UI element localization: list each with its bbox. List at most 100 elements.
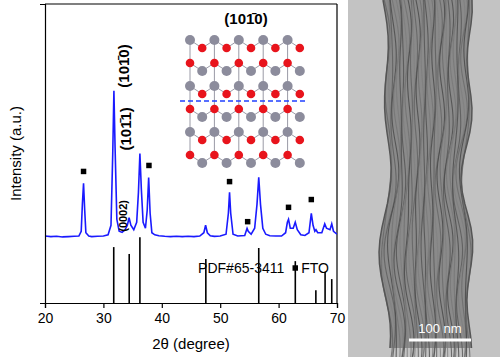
oxygen-atom [247, 44, 256, 53]
zinc-atom [270, 158, 280, 168]
oxygen-atom [296, 136, 305, 145]
zinc-atom [295, 112, 305, 122]
zinc-atom [270, 112, 280, 122]
annotations: (101̄0)(0002)(101̄1) [115, 44, 134, 231]
x-tick-label: 60 [271, 310, 287, 326]
oxygen-atom [283, 59, 292, 68]
x-axis: 20 30 40 50 60 70 [38, 303, 346, 326]
figure-svg: 2030405060702θ (degree)Intensity (a.u.)(… [0, 0, 500, 357]
zinc-atom [209, 35, 219, 45]
x-tick: 20 [38, 303, 54, 326]
oxygen-atom [210, 105, 219, 114]
reference-stick [139, 237, 141, 303]
zinc-atom [197, 66, 207, 76]
x-tick-mark [103, 303, 104, 308]
oxygen-atom [222, 90, 231, 99]
oxygen-atom [222, 44, 231, 53]
legend: PDF#65-3411 FTO [198, 260, 329, 276]
oxygen-atom [235, 59, 244, 68]
tem-background [348, 0, 500, 357]
peak-label: (101̄1) [117, 107, 134, 150]
zinc-atom [295, 158, 305, 168]
x-tick-label: 30 [96, 310, 112, 326]
zinc-atom [209, 127, 219, 137]
zinc-atom [283, 127, 293, 137]
reference-stick [113, 247, 115, 303]
x-tick: 40 [155, 303, 171, 326]
zinc-atom [258, 81, 268, 91]
peak-label: (101̄0) [115, 44, 132, 87]
plane-line [180, 100, 305, 102]
x-axis-line [46, 304, 338, 309]
legend-item: PDF#65-3411 [198, 260, 284, 276]
legend-label: FTO [301, 260, 329, 276]
legend-marker [293, 265, 298, 270]
oxygen-atom [283, 105, 292, 114]
fto-marker [286, 205, 291, 210]
zinc-atom [283, 35, 293, 45]
x-tick-label: 40 [155, 310, 171, 326]
tem-image: 100 nm [348, 0, 500, 357]
fto-marker [309, 197, 314, 202]
oxygen-atom [259, 59, 268, 68]
zinc-atom [246, 158, 256, 168]
zinc-atom [258, 127, 268, 137]
zinc-atom [222, 112, 232, 122]
zinc-atom [234, 35, 244, 45]
zinc-atom [209, 81, 219, 91]
tube-edge [379, 0, 391, 348]
fto-marker [81, 169, 86, 174]
x-tick-label: 20 [38, 310, 54, 326]
oxygen-atom [198, 44, 207, 53]
tube-edge [461, 0, 473, 348]
zinc-atom [246, 66, 256, 76]
x-tick: 60 [271, 303, 287, 326]
x-tick-mark [162, 303, 163, 308]
oxygen-atom [271, 44, 280, 53]
tube-streak [406, 0, 415, 357]
tube-streak [394, 0, 405, 357]
x-tick-mark [337, 303, 338, 308]
oxygen-atom [198, 90, 207, 99]
y-axis-title: Intensity (a.u.) [7, 106, 24, 201]
oxygen-atom [247, 90, 256, 99]
y-axis-line [40, 5, 46, 304]
legend-item: FTO [293, 260, 330, 276]
oxygen-atom [235, 151, 244, 160]
x-tick-label: 50 [213, 310, 229, 326]
oxygen-atom [259, 151, 268, 160]
zinc-atom [185, 127, 195, 137]
fto-marker [227, 179, 232, 184]
zinc-atom [197, 112, 207, 122]
oxygen-atom [235, 105, 244, 114]
x-tick: 50 [213, 303, 229, 326]
crystal-inset: (101̄0) [180, 10, 305, 168]
zinc-atom [295, 66, 305, 76]
tube-streak [396, 0, 405, 357]
zinc-atom [246, 112, 256, 122]
legend-label: PDF#65-3411 [198, 260, 284, 276]
reference-stick [324, 272, 326, 303]
oxygen-atom [283, 151, 292, 160]
tube-streak [400, 0, 408, 357]
oxygen-atom [222, 136, 231, 145]
reference-stick [128, 254, 130, 303]
oxygen-atom [259, 105, 268, 114]
fto-marker [245, 219, 250, 224]
zinc-atom [197, 158, 207, 168]
zinc-atom [222, 158, 232, 168]
zinc-atom [185, 35, 195, 45]
zinc-atom [234, 81, 244, 91]
tube-streak [418, 0, 426, 357]
oxygen-atom [296, 90, 305, 99]
zinc-atom [258, 35, 268, 45]
zinc-atom [234, 127, 244, 137]
inset-label: (101̄0) [224, 10, 267, 27]
zinc-atom [185, 81, 195, 91]
oxygen-atom [186, 105, 195, 114]
oxygen-atom [186, 59, 195, 68]
oxygen-atom [296, 44, 305, 53]
zinc-atom [222, 66, 232, 76]
oxygen-atom [247, 136, 256, 145]
x-tick-label: 70 [330, 310, 346, 326]
